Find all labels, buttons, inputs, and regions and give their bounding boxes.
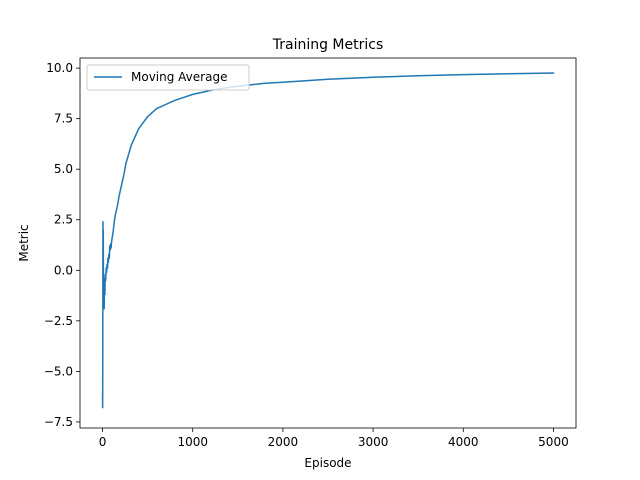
y-axis-ticks: −7.5 −5.0 −2.5 0.0 2.5 5.0 7.5 10.0 [44, 61, 80, 429]
legend: Moving Average [86, 64, 250, 91]
y-axis-title: Metric [17, 224, 31, 261]
plot-area [80, 58, 576, 428]
x-tick-label: 5000 [538, 435, 569, 449]
legend-box [86, 64, 250, 91]
x-axis-ticks: 0 1000 2000 3000 4000 5000 [99, 428, 569, 449]
y-tick-label: 7.5 [54, 112, 73, 126]
legend-label: Moving Average [131, 70, 227, 84]
x-tick-label: 1000 [177, 435, 208, 449]
y-tick-label: 10.0 [46, 61, 73, 75]
x-tick-label: 2000 [268, 435, 299, 449]
x-tick-label: 4000 [448, 435, 479, 449]
y-tick-label: 0.0 [54, 263, 73, 277]
chart-title: Training Metrics [272, 37, 384, 53]
y-tick-label: −7.5 [44, 415, 73, 429]
y-tick-label: −5.0 [44, 364, 73, 378]
x-tick-label: 0 [99, 435, 107, 449]
plot-frame [79, 57, 577, 429]
x-axis-title: Episode [304, 456, 351, 470]
series-line-moving-average [101, 72, 555, 409]
y-tick-label: 2.5 [54, 213, 73, 227]
y-tick-label: 5.0 [54, 162, 73, 176]
y-tick-label: −2.5 [44, 314, 73, 328]
x-tick-label: 3000 [358, 435, 389, 449]
